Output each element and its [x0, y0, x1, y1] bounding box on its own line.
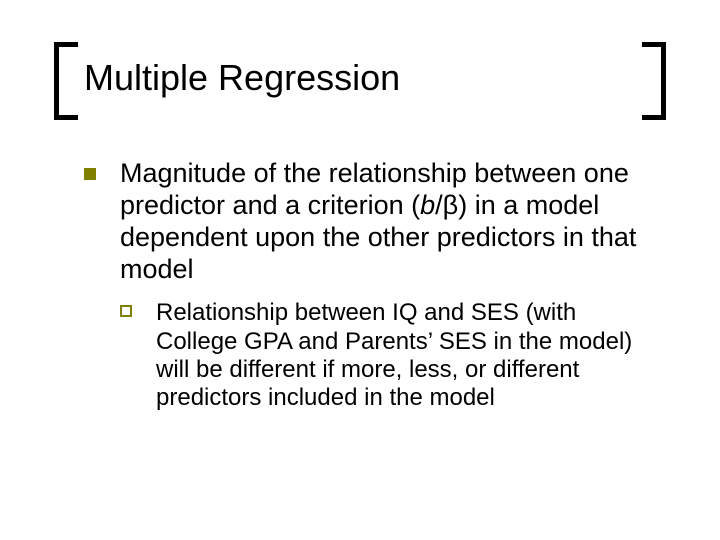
- open-square-bullet-icon: [120, 305, 132, 317]
- title-container: Multiple Regression: [54, 42, 666, 120]
- slide-title: Multiple Regression: [84, 58, 400, 98]
- slide-body: Magnitude of the relationship between on…: [84, 158, 664, 413]
- bracket-left-icon: [54, 42, 78, 120]
- bullet-level1: Magnitude of the relationship between on…: [84, 158, 664, 285]
- bullet-level1-text: Magnitude of the relationship between on…: [120, 158, 636, 284]
- bullet-level2-text: Relationship between IQ and SES (with Co…: [156, 299, 632, 411]
- bracket-right-icon: [642, 42, 666, 120]
- l1-ital: b: [420, 190, 435, 220]
- slide: Multiple Regression Magnitude of the rel…: [0, 0, 720, 540]
- square-bullet-icon: [84, 168, 96, 180]
- bullet-level2: Relationship between IQ and SES (with Co…: [120, 299, 664, 412]
